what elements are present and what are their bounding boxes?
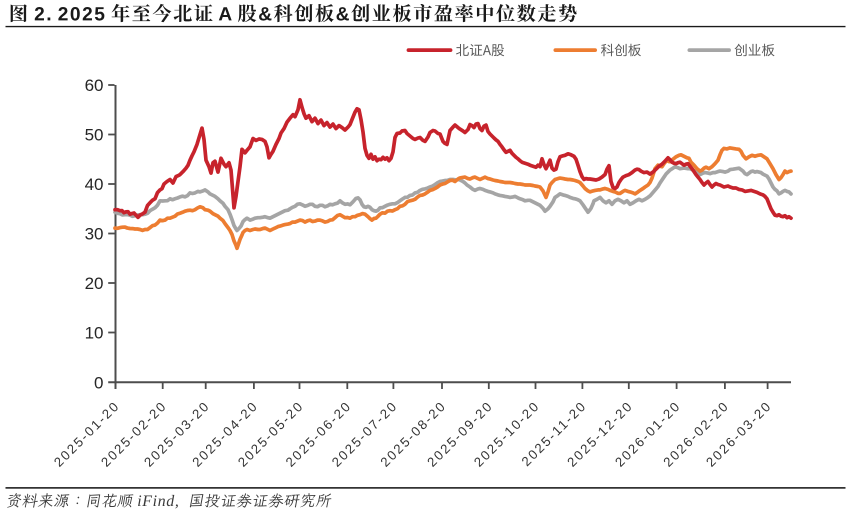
svg-text:20: 20 [85, 274, 104, 293]
svg-text:0: 0 [94, 374, 103, 393]
svg-text:10: 10 [85, 324, 104, 343]
svg-text:60: 60 [85, 76, 104, 95]
svg-text:50: 50 [85, 126, 104, 145]
svg-text:30: 30 [85, 225, 104, 244]
svg-text:40: 40 [85, 175, 104, 194]
